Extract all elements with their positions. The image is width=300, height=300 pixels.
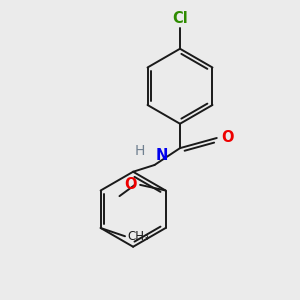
Text: O: O [222,130,234,145]
Text: Cl: Cl [172,11,188,26]
Text: H: H [135,144,146,158]
Text: N: N [156,148,168,164]
Text: O: O [124,177,137,192]
Text: CH₃: CH₃ [127,230,149,243]
